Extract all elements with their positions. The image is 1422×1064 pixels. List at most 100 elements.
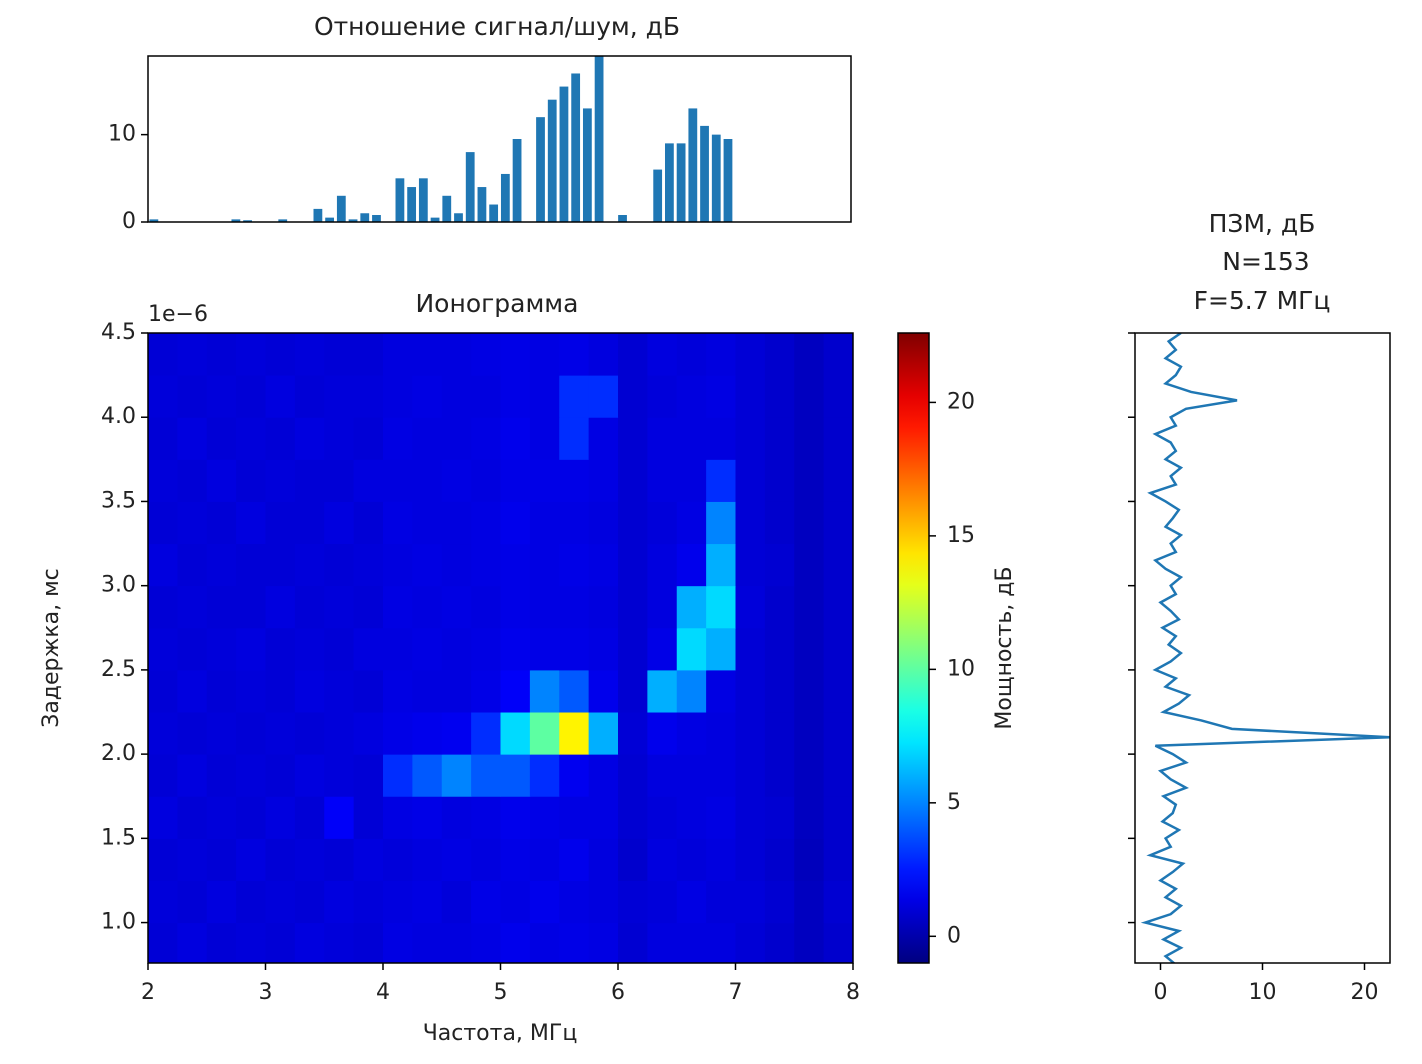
- heatmap-cell: [706, 459, 736, 502]
- heatmap-cell: [441, 796, 472, 839]
- heatmap-cell: [823, 585, 853, 629]
- heatmap-cell: [294, 838, 325, 881]
- heatmap-cell: [324, 501, 355, 545]
- heatmap-cell: [177, 543, 208, 587]
- colorbar-tick-label: 20: [947, 389, 975, 414]
- heatmap-cell: [471, 333, 501, 376]
- heatmap-cell: [794, 796, 825, 839]
- heatmap-cell: [206, 501, 237, 545]
- heatmap-cell: [206, 922, 237, 963]
- heatmap-cell: [618, 375, 648, 418]
- heatmap-cell: [529, 375, 560, 418]
- heatmap-cell: [383, 712, 413, 755]
- heatmap-cell: [676, 585, 707, 629]
- bar: [430, 217, 440, 222]
- heatmap-cell: [265, 585, 296, 629]
- colorbar-tick-label: 10: [947, 656, 975, 681]
- profile-line: [1140, 333, 1390, 963]
- heatmap-cell: [588, 627, 619, 671]
- heatmap-cell: [412, 627, 443, 671]
- bar: [418, 178, 428, 222]
- heatmap-cell: [794, 375, 825, 418]
- axes-frame: [147, 332, 854, 964]
- heatmap-cell: [706, 501, 736, 545]
- heatmap-cell: [735, 922, 766, 963]
- bar: [360, 213, 370, 222]
- heatmap-cell: [148, 754, 178, 797]
- heatmap-cell: [353, 796, 384, 839]
- heatmap-cell: [441, 880, 472, 924]
- heatmap-cell: [823, 669, 853, 713]
- heatmap-cell: [500, 333, 531, 376]
- heatmap-cell: [735, 796, 766, 839]
- heatmap-cell: [294, 669, 325, 713]
- heatmap-cell: [764, 627, 795, 671]
- heatmap-cell: [618, 922, 648, 963]
- heatmap-cell: [412, 838, 443, 881]
- pzm-title: N=153: [1214, 247, 1309, 276]
- heatmap-cell: [676, 754, 707, 797]
- heatmap-cell: [559, 838, 590, 881]
- heatmap-cell: [471, 501, 501, 545]
- heatmap-cell: [618, 585, 648, 629]
- heatmap-cell: [412, 333, 443, 376]
- heatmap-cell: [294, 712, 325, 755]
- bar: [336, 195, 346, 222]
- heatmap-cell: [148, 796, 178, 839]
- heatmap-cell: [706, 754, 736, 797]
- heatmap-cell: [206, 543, 237, 587]
- heatmap-cell: [823, 880, 853, 924]
- heatmap-cell: [324, 880, 355, 924]
- heatmap-cell: [529, 754, 560, 797]
- heatmap-cell: [471, 712, 501, 755]
- heatmap-cell: [735, 543, 766, 587]
- heatmap-cell: [735, 669, 766, 713]
- heatmap-cell: [764, 417, 795, 460]
- heatmap-cell: [294, 459, 325, 502]
- heatmap-cell: [353, 838, 384, 881]
- heatmap-cell: [618, 501, 648, 545]
- heatmap-cell: [206, 838, 237, 881]
- heatmap-cell: [676, 375, 707, 418]
- heatmap-cell: [559, 627, 590, 671]
- y-tick-label: 4.0: [101, 404, 136, 429]
- heatmap-cell: [383, 922, 413, 963]
- heatmap-cell: [706, 669, 736, 713]
- heatmap-cell: [353, 543, 384, 587]
- heatmap-cell: [206, 627, 237, 671]
- heatmap-cell: [618, 459, 648, 502]
- heatmap-cell: [148, 585, 178, 629]
- heatmap-cell: [823, 501, 853, 545]
- bar: [723, 139, 733, 222]
- heatmap-cell: [412, 712, 443, 755]
- heatmap-cell: [706, 880, 736, 924]
- bar: [149, 219, 159, 222]
- heatmap-cell: [676, 333, 707, 376]
- heatmap-cell: [177, 627, 208, 671]
- heatmap-cell: [148, 375, 178, 418]
- heatmap-cell: [265, 333, 296, 376]
- heatmap-cell: [647, 838, 678, 881]
- heatmap-cell: [794, 922, 825, 963]
- heatmap-cell: [794, 459, 825, 502]
- heatmap-cell: [706, 796, 736, 839]
- heatmap-cell: [823, 375, 853, 418]
- heatmap-cell: [618, 796, 648, 839]
- heatmap-cell: [412, 669, 443, 713]
- heatmap-cell: [647, 880, 678, 924]
- heatmap-cell: [559, 712, 590, 755]
- heatmap-cell: [647, 543, 678, 587]
- heatmap-cell: [324, 754, 355, 797]
- heatmap-cell: [177, 501, 208, 545]
- heatmap-cell: [588, 417, 619, 460]
- heatmap-cell: [236, 922, 266, 963]
- bar: [313, 208, 323, 222]
- heatmap-cell: [735, 754, 766, 797]
- heatmap-cell: [236, 459, 266, 502]
- heatmap-cell: [471, 417, 501, 460]
- bar: [559, 86, 569, 222]
- heatmap-cell: [441, 838, 472, 881]
- heatmap-cell: [823, 459, 853, 502]
- snr-title: Отношение сигнал/шум, дБ: [314, 12, 680, 41]
- heatmap-cell: [647, 754, 678, 797]
